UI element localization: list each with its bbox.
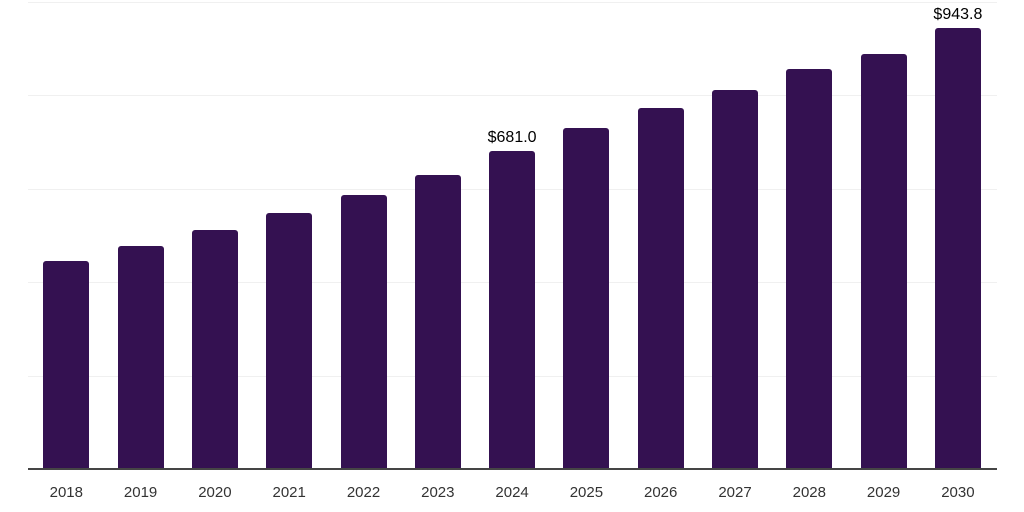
x-axis-label-2021: 2021 [272,484,306,501]
bar-2020 [191,229,238,469]
gridline [28,95,997,97]
bar-value-label-2024: $681.0 [487,128,537,146]
x-axis-label-2019: 2019 [123,484,158,501]
x-axis-line [28,468,997,470]
x-axis-label-2022: 2022 [346,484,381,501]
bar-2023 [414,174,461,469]
gridline [28,2,997,3]
bar-2028 [786,69,833,469]
bar-2026 [637,108,684,469]
x-axis-label-2024: 2024 [495,484,529,501]
x-axis-label-2020: 2020 [198,484,232,501]
x-axis-label-2030: 2030 [941,484,975,501]
bar-2019 [117,245,164,469]
bar-2030 [934,28,981,469]
bar-value-label-2030: $943.8 [933,6,983,24]
x-axis-label-2029: 2029 [866,484,901,501]
bar-2027 [712,89,758,469]
bar-2029 [860,53,907,469]
bar-2022 [340,194,387,469]
bar-2024 [489,150,536,469]
bar-2021 [266,212,313,469]
x-axis-label-2027: 2027 [718,484,752,501]
bar-2018 [43,260,90,469]
x-axis-label-2025: 2025 [569,484,604,501]
x-axis-label-2018: 2018 [49,484,83,501]
x-axis-label-2026: 2026 [644,484,678,501]
x-axis-label-2023: 2023 [421,484,455,501]
x-axis-label-2028: 2028 [792,484,826,501]
bar-2025 [563,127,610,469]
